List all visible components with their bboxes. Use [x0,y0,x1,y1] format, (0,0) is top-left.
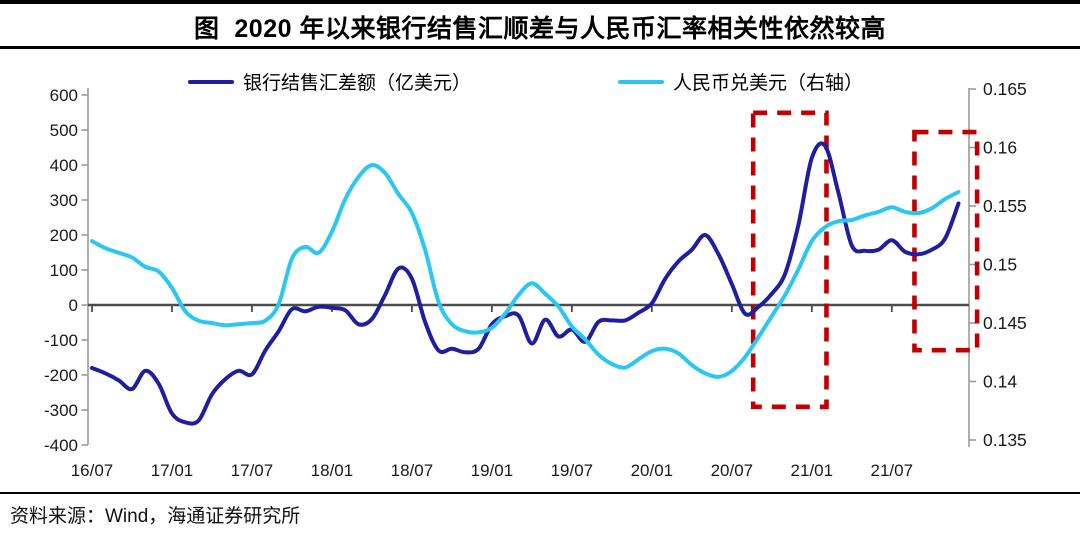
legend-item-fx: 人民币兑美元（右轴） [618,68,863,95]
svg-text:500: 500 [50,121,78,140]
settlement-line-swatch [188,79,234,84]
svg-text:-100: -100 [44,331,78,350]
svg-text:0.15: 0.15 [983,255,1017,275]
settlement-series-line [90,141,961,426]
svg-text:17/07: 17/07 [231,461,274,480]
svg-text:0.16: 0.16 [983,138,1017,158]
left-axis: 600 500 400 300 200 100 0 -100 -200 -300 -400 [44,86,89,455]
x-axis: 16/07 17/01 17/07 18/01 18/07 19/01 19/07 20/01… [71,303,969,480]
svg-text:0.165: 0.165 [983,79,1027,99]
source-divider [0,492,1080,494]
highlight-box [912,129,980,353]
svg-text:20/07: 20/07 [711,461,754,480]
svg-text:16/07: 16/07 [71,461,114,480]
svg-text:300: 300 [50,191,78,210]
svg-text:100: 100 [50,261,78,280]
page-title: 图 2020 年以来银行结售汇顺差与人民币汇率相关性依然较高 [194,15,886,43]
svg-text:400: 400 [50,156,78,175]
source-text: 资料来源：Wind，海通证券研究所 [10,506,301,527]
svg-text:-200: -200 [44,366,78,385]
legend-label-settlement: 银行结售汇差额（亿美元） [243,73,472,94]
svg-text:-300: -300 [44,401,78,420]
svg-text:0.145: 0.145 [983,313,1027,333]
title-divider [0,46,1080,49]
svg-text:0.135: 0.135 [983,430,1027,450]
highlight-box [750,110,829,410]
legend-label-fx: 人民币兑美元（右轴） [673,73,864,94]
svg-text:20/01: 20/01 [631,461,674,480]
svg-text:19/01: 19/01 [471,461,514,480]
right-axis: 0.165 0.16 0.155 0.15 0.145 0.14 0.135 [968,79,1027,450]
svg-text:21/01: 21/01 [791,461,834,480]
svg-text:17/01: 17/01 [151,461,194,480]
svg-text:0.155: 0.155 [983,196,1027,216]
svg-text:18/01: 18/01 [311,461,354,480]
fx-line-swatch [618,79,664,84]
legend-item-settlement: 银行结售汇差额（亿美元） [188,68,471,95]
chart-legend: 银行结售汇差额（亿美元） 人民币兑美元（右轴） [0,68,1080,95]
fx-series-line [90,163,961,379]
svg-text:0: 0 [69,296,78,315]
svg-text:600: 600 [50,86,78,105]
svg-text:21/07: 21/07 [871,461,914,480]
svg-text:0.14: 0.14 [983,372,1017,392]
svg-text:200: 200 [50,226,78,245]
svg-text:-400: -400 [44,436,78,455]
svg-text:19/07: 19/07 [551,461,594,480]
svg-text:18/07: 18/07 [391,461,434,480]
top-border [0,0,1080,4]
